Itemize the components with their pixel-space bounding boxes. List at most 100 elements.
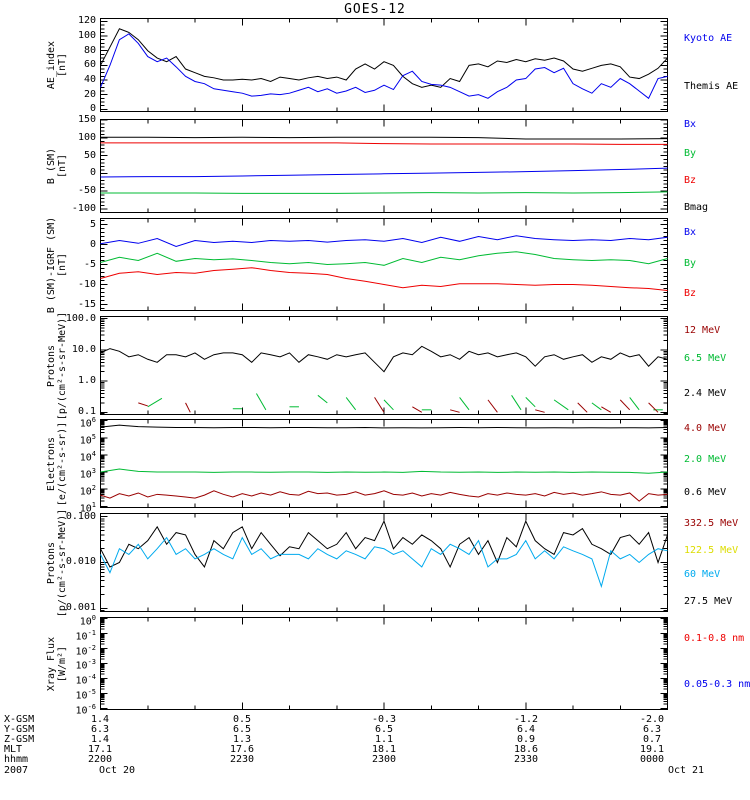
b-sm-series-bz — [100, 142, 668, 145]
y-tick-label: 100.0 — [65, 312, 96, 324]
y-tick-label: 101 — [79, 501, 96, 515]
b-sm-axis-label: B (SM) [nT] — [22, 119, 92, 213]
xaxis-date: Oct 20 — [98, 765, 136, 776]
xaxis-value: 6.5 — [374, 724, 394, 735]
y-tick-label: 150 — [77, 114, 96, 126]
y-tick-label: 0 — [89, 103, 96, 115]
protons-low-axis-label-text: Protons [p/(cm²-s-sr-MeV)] — [46, 311, 68, 420]
legend-60-mev: 60 MeV — [684, 569, 721, 580]
ae-index-axis-label-text: AE_index [nT] — [46, 40, 68, 90]
xaxis-value: 6.3 — [642, 724, 662, 735]
legend-bz: Bz — [684, 288, 697, 299]
protons-high-axis-label: Protons [p/(cm²-s-sr-MeV)] — [22, 508, 92, 616]
xaxis-date: Oct 21 — [667, 765, 705, 776]
electrons-axis-label-text: Electrons [e/(cm²-s-sr)] — [46, 421, 68, 506]
y-tick-label: 10-2 — [75, 643, 96, 657]
xaxis-value: 1.3 — [232, 734, 252, 745]
y-tick-label: -50 — [77, 185, 96, 197]
y-tick-label: -10 — [77, 278, 96, 290]
xaxis-row-label: Z-GSM — [4, 734, 35, 745]
y-tick-label: 104 — [79, 449, 96, 464]
y-tick-label: 102 — [79, 484, 96, 498]
legend-kyoto-ae: Kyoto AE — [684, 33, 733, 44]
b-sm-plot-area — [100, 119, 668, 213]
b-sm-series-bmag — [100, 136, 668, 140]
xaxis-value: 17.6 — [229, 744, 255, 755]
y-tick-label: 5 — [89, 218, 96, 230]
xaxis-value: 0000 — [639, 754, 665, 765]
xaxis-value: 0.5 — [232, 714, 252, 725]
ae-index-series-kyoto-ae — [100, 33, 668, 100]
legend-122.5-mev: 122.5 MeV — [684, 545, 739, 556]
ae-index-series-themis-ae — [100, 28, 668, 88]
y-tick-label: 20 — [83, 88, 96, 100]
legend-2.4-mev: 2.4 MeV — [684, 388, 727, 399]
legend-332.5-mev: 332.5 MeV — [684, 518, 739, 529]
b-sm-igrf-axis-label-text: B (SM)-IGRF (SM) [nT] — [46, 216, 68, 313]
xaxis-row-label: X-GSM — [4, 714, 35, 725]
legend-0.05-0.3-nm: 0.05-0.3 nm — [684, 679, 750, 690]
b-sm-igrf-series-by — [100, 251, 668, 266]
electrons-plot-area — [100, 419, 668, 508]
xaxis-row-label: hhmm — [4, 754, 29, 765]
electrons-axis-label: Electrons [e/(cm²-s-sr)] — [22, 419, 92, 508]
xaxis-value: 6.5 — [232, 724, 252, 735]
electrons-series-0.6-mev — [100, 424, 668, 429]
y-tick-label: -5 — [83, 258, 96, 270]
y-tick-label: 103 — [79, 467, 96, 481]
y-tick-label: 50 — [83, 149, 96, 161]
xaxis-row-label: Y-GSM — [4, 724, 35, 735]
y-tick-label: 10-5 — [75, 688, 96, 702]
y-tick-label: -100 — [71, 202, 96, 214]
y-tick-label: 40 — [83, 74, 96, 85]
xaxis-value: -1.2 — [513, 714, 539, 725]
y-tick-label: 10-6 — [75, 703, 96, 717]
xaxis-value: 18.1 — [371, 744, 397, 755]
y-tick-label: 10-4 — [75, 673, 96, 687]
xaxis-value: 17.1 — [87, 744, 113, 755]
xray-flux-axis-label: Xray Flux [W/m²] — [22, 617, 92, 710]
legend-bx: Bx — [684, 119, 697, 130]
legend-bx: Bx — [684, 227, 697, 238]
xaxis-value: 2200 — [87, 754, 113, 765]
legend-6.5-mev: 6.5 MeV — [684, 353, 727, 364]
legend-themis-ae: Themis AE — [684, 81, 739, 92]
legend-0.6-mev: 0.6 MeV — [684, 487, 727, 498]
b-sm-axis-label-text: B (SM) [nT] — [46, 147, 68, 185]
xaxis-value: 6.4 — [516, 724, 536, 735]
xaxis-value: 1.4 — [90, 734, 110, 745]
legend-27.5-mev: 27.5 MeV — [684, 596, 733, 607]
protons-low-axis-label: Protons [p/(cm²-s-sr-MeV)] — [22, 311, 92, 419]
b-sm-igrf-plot-area — [100, 218, 668, 311]
legend-0.1-0.8-nm: 0.1-0.8 nm — [684, 633, 745, 644]
plot-title: GOES-12 — [344, 2, 406, 17]
y-tick-label: 0 — [89, 238, 96, 250]
y-tick-label: 80 — [83, 44, 96, 56]
b-sm-igrf-series-bx — [100, 235, 668, 248]
xaxis-value: 1.1 — [374, 734, 394, 745]
y-tick-label: 0.1 — [77, 406, 96, 418]
y-tick-label: 100 — [79, 613, 96, 627]
legend-bmag: Bmag — [684, 202, 709, 213]
xaxis-value: 2230 — [229, 754, 255, 765]
y-tick-label: 0.001 — [65, 602, 96, 614]
y-tick-label: 0.100 — [65, 510, 96, 522]
ae-index-plot-area — [100, 18, 668, 112]
legend-bz: Bz — [684, 175, 697, 186]
legend-by: By — [684, 258, 697, 269]
xaxis-value: 1.4 — [90, 714, 110, 725]
protons-low-plot-area — [100, 316, 668, 415]
xaxis-value: -2.0 — [639, 714, 665, 725]
y-tick-label: 1.0 — [77, 375, 96, 387]
b-sm-igrf-axis-label: B (SM)-IGRF (SM) [nT] — [22, 216, 92, 313]
legend-2.0-mev: 2.0 MeV — [684, 454, 727, 465]
b-sm-igrf-series-bz — [100, 267, 668, 291]
y-tick-label: 106 — [79, 415, 96, 430]
xaxis-value: 0.9 — [516, 734, 536, 745]
protons-high-axis-label-text: Protons [p/(cm²-s-sr-MeV)] — [46, 508, 68, 617]
xaxis-value: 18.6 — [513, 744, 539, 755]
protons-low-series-2.4-mev — [100, 345, 668, 373]
xray-flux-axis-label-text: Xray Flux [W/m²] — [46, 636, 68, 691]
xray-flux-plot-area — [100, 617, 668, 710]
